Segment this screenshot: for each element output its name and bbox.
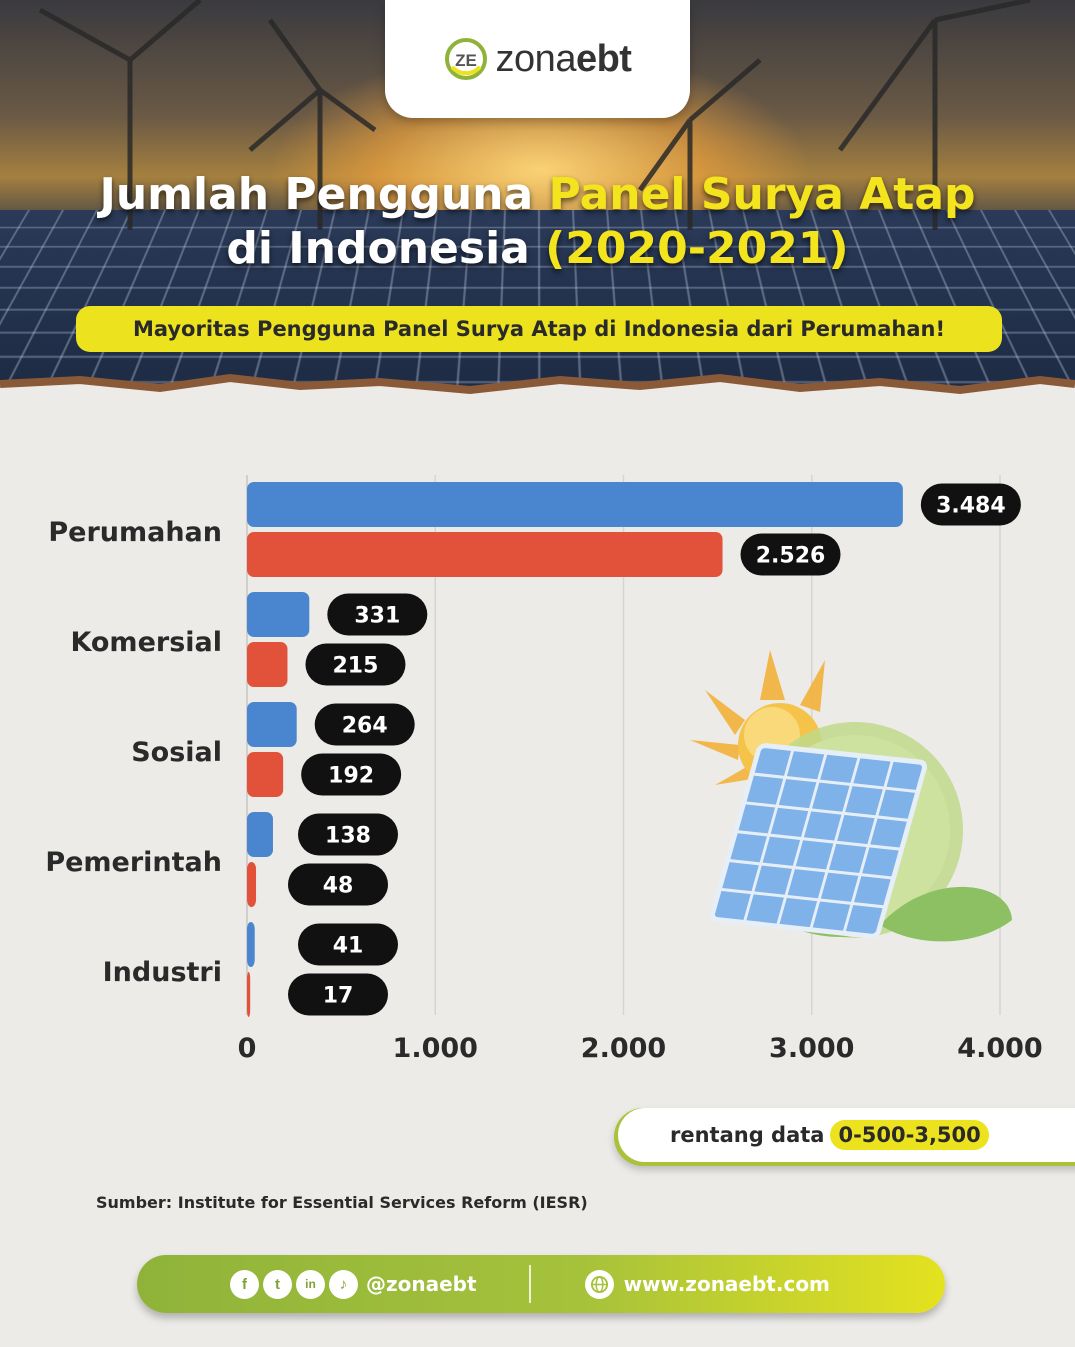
title-line2-white: di Indonesia bbox=[226, 223, 546, 274]
brand-logo-box[interactable]: ZE zonaebt bbox=[385, 0, 690, 118]
brand-name: zonaebt bbox=[496, 38, 632, 81]
chart-bars bbox=[247, 482, 903, 1017]
value-label: 41 bbox=[333, 934, 364, 959]
page-title: Jumlah Pengguna Panel Surya Atap di Indo… bbox=[0, 168, 1075, 276]
value-label-pill bbox=[920, 483, 1021, 526]
title-line1-yellow: Panel Surya Atap bbox=[548, 169, 976, 220]
x-tick-label: 4.000 bbox=[957, 1033, 1042, 1064]
bar bbox=[247, 532, 723, 577]
value-label-pill bbox=[327, 593, 428, 636]
zonaebt-logo-icon: ZE bbox=[444, 38, 487, 80]
x-tick-label: 1.000 bbox=[393, 1033, 478, 1064]
torn-edge-divider bbox=[0, 373, 1075, 432]
value-label: 331 bbox=[354, 604, 400, 629]
wind-turbines-illustration bbox=[38, 0, 1031, 230]
value-label: 2.526 bbox=[756, 544, 826, 569]
bar bbox=[247, 752, 284, 797]
value-label: 3.484 bbox=[936, 494, 1006, 519]
bar bbox=[247, 972, 251, 1017]
chart-value-labels: 3.484 2.526 331 215 264 192 138 48 41 17 bbox=[288, 483, 1021, 1016]
value-label-pill bbox=[288, 973, 388, 1016]
range-note-label: rentang data bbox=[670, 1123, 825, 1147]
value-label: 192 bbox=[328, 764, 374, 789]
globe-icon bbox=[584, 1269, 614, 1299]
category-label: Sosial bbox=[131, 737, 222, 768]
value-label: 215 bbox=[333, 654, 379, 679]
bar bbox=[247, 812, 273, 857]
logo-mark-text: ZE bbox=[455, 51, 477, 70]
title-line1-white: Jumlah Pengguna bbox=[99, 169, 549, 220]
value-label: 48 bbox=[323, 874, 354, 899]
bar bbox=[247, 482, 903, 527]
footer-bar: f t in ♪ @zonaebt www.zonaebt.com bbox=[137, 1255, 945, 1313]
category-label: Industri bbox=[103, 957, 222, 988]
x-tick-label: 2.000 bbox=[581, 1033, 666, 1064]
bar bbox=[247, 592, 310, 637]
social-links: f t in ♪ bbox=[230, 1269, 358, 1299]
range-note-value: 0-500-3,500 bbox=[830, 1120, 989, 1150]
category-label: Perumahan bbox=[48, 517, 222, 548]
value-label: 17 bbox=[323, 984, 354, 1009]
category-label: Komersial bbox=[70, 627, 222, 658]
value-label-pill bbox=[305, 643, 406, 686]
linkedin-icon[interactable]: in bbox=[296, 1269, 325, 1299]
footer-divider bbox=[528, 1265, 531, 1303]
bar bbox=[247, 862, 257, 907]
website-link[interactable]: www.zonaebt.com bbox=[623, 1272, 830, 1296]
value-label-pill bbox=[740, 533, 841, 576]
value-label: 138 bbox=[325, 824, 371, 849]
tiktok-icon[interactable]: ♪ bbox=[329, 1269, 358, 1299]
value-label-pill bbox=[288, 863, 388, 906]
chart-category-labels: Perumahan Komersial Sosial Pemerintah Indust… bbox=[45, 517, 222, 988]
value-label: 264 bbox=[342, 714, 388, 739]
value-label-pill bbox=[298, 923, 398, 966]
value-label-pill bbox=[314, 703, 415, 746]
brand-name-light: zona bbox=[495, 37, 577, 80]
subtitle-banner: Mayoritas Pengguna Panel Surya Atap di I… bbox=[76, 306, 1002, 352]
bar-chart: 3.484 2.526 331 215 264 192 138 48 41 17 Perumaha… bbox=[45, 475, 1043, 1064]
range-note: rentang data 0-500-3,500 bbox=[618, 1108, 1075, 1162]
facebook-icon[interactable]: f bbox=[230, 1269, 259, 1299]
brand-name-bold: ebt bbox=[575, 37, 632, 80]
value-label-pill bbox=[301, 753, 402, 796]
source-citation: Sumber: Institute for Essential Services… bbox=[96, 1193, 588, 1212]
x-tick-label: 3.000 bbox=[769, 1033, 854, 1064]
chart-x-tick-labels: 0 1.000 2.000 3.000 4.000 bbox=[238, 1033, 1043, 1064]
bar bbox=[247, 642, 288, 687]
value-label-pill bbox=[298, 813, 398, 856]
solar-sun-illustration bbox=[690, 650, 1012, 942]
bar bbox=[247, 922, 255, 967]
twitter-icon[interactable]: t bbox=[263, 1269, 292, 1299]
title-line2-yellow: (2020-2021) bbox=[545, 223, 849, 274]
x-tick-label: 0 bbox=[238, 1033, 257, 1064]
subtitle-text: Mayoritas Pengguna Panel Surya Atap di I… bbox=[132, 317, 946, 341]
bar bbox=[247, 702, 297, 747]
social-handle[interactable]: @zonaebt bbox=[366, 1272, 477, 1296]
category-label: Pemerintah bbox=[45, 847, 222, 878]
